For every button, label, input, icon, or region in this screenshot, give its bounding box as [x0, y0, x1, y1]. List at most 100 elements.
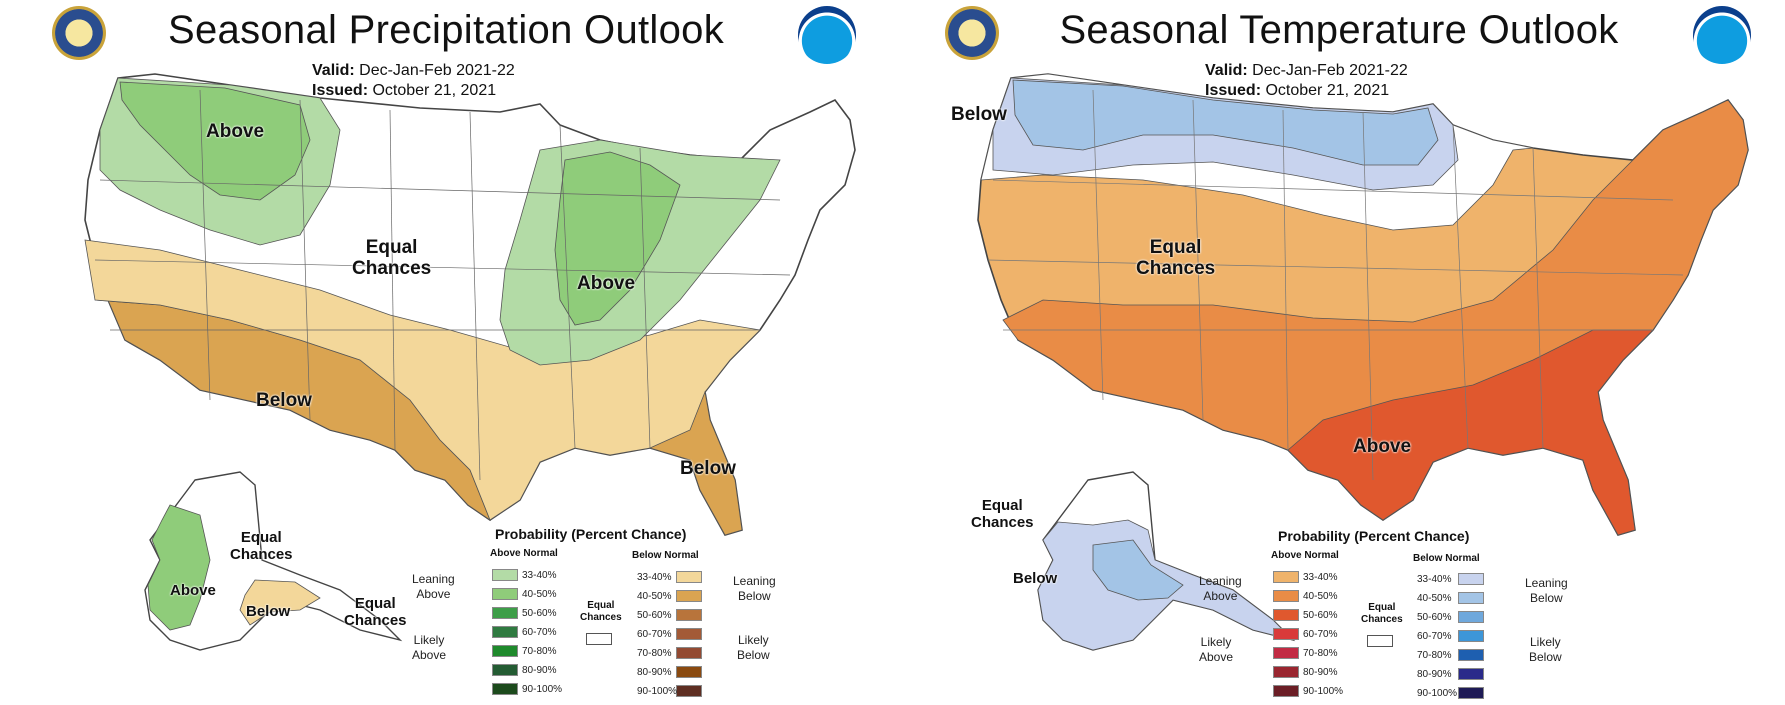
temperature-map [977, 73, 1749, 651]
map-label-above-southeast: Above [1353, 436, 1412, 457]
below-swatch-label-2: 40-50% [1417, 593, 1452, 604]
map-label-below-southeast: Below [680, 458, 736, 479]
map-label-below-northwest: Below [951, 104, 1007, 125]
above-swatch-3 [492, 607, 518, 619]
above-likely-southeast [1287, 329, 1654, 536]
map-label-equal-chances: Equal Chances [352, 237, 432, 279]
legend-below-header: Below Normal [1413, 553, 1480, 564]
valid-value: Dec-Jan-Feb 2021-22 [1252, 62, 1408, 79]
issued-label: Issued: [312, 82, 369, 99]
map-label-alaska-equal: Equal Chances [971, 497, 1034, 531]
below-swatch-label-4: 60-70% [1417, 631, 1452, 642]
below-swatch-label-1: 33-40% [1417, 574, 1452, 585]
precipitation-map [84, 73, 856, 651]
noaa-logo-icon [798, 6, 856, 64]
page-title: Seasonal Precipitation Outlook [168, 8, 724, 52]
valid-line: Valid: Dec-Jan-Feb 2021-22 [1205, 62, 1408, 80]
noaa-logo-icon [1693, 6, 1751, 64]
state-boundaries [94, 89, 791, 481]
above-swatch-4 [492, 626, 518, 638]
below-swatch-label-6: 80-90% [1417, 669, 1452, 680]
above-swatch-label-5: 70-80% [1303, 648, 1338, 659]
above-swatch-label-3: 50-60% [522, 608, 557, 619]
below-swatch-6 [676, 666, 702, 678]
below-swatch-2 [1458, 592, 1484, 604]
above-swatch-label-2: 40-50% [1303, 591, 1338, 602]
below-swatch-label-4: 60-70% [637, 629, 672, 640]
valid-label: Valid: [1205, 62, 1248, 79]
below-swatch-1 [1458, 573, 1484, 585]
legend-equal-chances-label: Equal Chances [1361, 602, 1403, 625]
legend-likely-above: Likely Above [412, 633, 447, 662]
above-swatch-3 [1273, 609, 1299, 621]
below-swatch-label-7: 90-100% [1417, 688, 1458, 699]
alaska-above-region [147, 504, 211, 631]
legend-title: Probability (Percent Chance) [1278, 528, 1470, 544]
above-swatch-5 [492, 645, 518, 657]
below-core-northwest [1012, 79, 1439, 166]
below-swatch-3 [1458, 611, 1484, 623]
above-swatch-label-5: 70-80% [522, 646, 557, 657]
below-swatch-1 [676, 571, 702, 583]
above-swatch-label-2: 40-50% [522, 589, 557, 600]
doc-seal-icon [52, 6, 106, 60]
state-boundaries [987, 89, 1684, 481]
below-southeast-region [648, 390, 743, 536]
map-label-alaska-above: Above [170, 582, 216, 599]
legend-leaning-above: Leaning Above [1199, 574, 1242, 603]
below-swatch-5 [1458, 649, 1484, 661]
valid-label: Valid: [312, 62, 355, 79]
legend-below-header: Below Normal [632, 550, 699, 561]
legend-equal-chances-swatch [1367, 635, 1393, 647]
above-swatch-2 [492, 588, 518, 600]
legend-likely-below: Likely Below [1529, 635, 1562, 664]
below-swatch-label-7: 90-100% [637, 686, 678, 697]
map-label-alaska-below: Below [246, 603, 291, 620]
legend-likely-below: Likely Below [737, 633, 770, 662]
legend-equal-chances-label: Equal Chances [580, 600, 622, 623]
page-title: Seasonal Temperature Outlook [1059, 8, 1619, 52]
map-label-equal-chances: Equal Chances [1136, 237, 1216, 279]
above-swatch-label-7: 90-100% [522, 684, 563, 695]
below-swatch-label-5: 70-80% [1417, 650, 1452, 661]
above-swatch-5 [1273, 647, 1299, 659]
temperature-outlook-panel: Seasonal Temperature Outlook Valid: Dec-… [893, 0, 1785, 705]
below-swatch-label-2: 40-50% [637, 591, 672, 602]
map-label-below-southwest: Below [256, 390, 312, 411]
legend-title: Probability (Percent Chance) [495, 526, 687, 542]
above-core-ohio-valley [554, 151, 681, 326]
below-swatch-2 [676, 590, 702, 602]
legend-above-header: Above Normal [1271, 550, 1339, 561]
below-swatch-7 [676, 685, 702, 697]
legend-likely-above: Likely Above [1199, 635, 1234, 664]
valid-value: Dec-Jan-Feb 2021-22 [359, 62, 515, 79]
issued-value: October 21, 2021 [372, 82, 497, 99]
below-swatch-label-3: 50-60% [1417, 612, 1452, 623]
issued-value: October 21, 2021 [1265, 82, 1390, 99]
map-label-above-ohio-valley: Above [577, 273, 636, 294]
alaska-below-core [1092, 539, 1184, 601]
above-swatch-label-3: 50-60% [1303, 610, 1338, 621]
legend-leaning-below: Leaning Below [733, 574, 776, 603]
map-label-alaska-below: Below [1013, 570, 1058, 587]
below-swatch-5 [676, 647, 702, 659]
precipitation-outlook-panel: Seasonal Precipitation Outlook Valid: De… [0, 0, 892, 705]
below-swatch-4 [1458, 630, 1484, 642]
issued-line: Issued: October 21, 2021 [312, 82, 496, 100]
above-swatch-1 [1273, 571, 1299, 583]
above-swatch-2 [1273, 590, 1299, 602]
above-swatch-label-4: 60-70% [1303, 629, 1338, 640]
above-swatch-6 [1273, 666, 1299, 678]
doc-seal-icon [945, 6, 999, 60]
above-swatch-label-6: 80-90% [522, 665, 557, 676]
legend-leaning-below: Leaning Below [1525, 576, 1568, 605]
above-swatch-4 [1273, 628, 1299, 640]
below-swatch-6 [1458, 668, 1484, 680]
above-swatch-7 [492, 683, 518, 695]
issued-label: Issued: [1205, 82, 1262, 99]
above-swatch-7 [1273, 685, 1299, 697]
issued-line: Issued: October 21, 2021 [1205, 82, 1389, 100]
map-label-above-northwest: Above [206, 121, 265, 142]
map-label-alaska-southeast-equal: Equal Chances [344, 595, 407, 629]
above-swatch-label-4: 60-70% [522, 627, 557, 638]
